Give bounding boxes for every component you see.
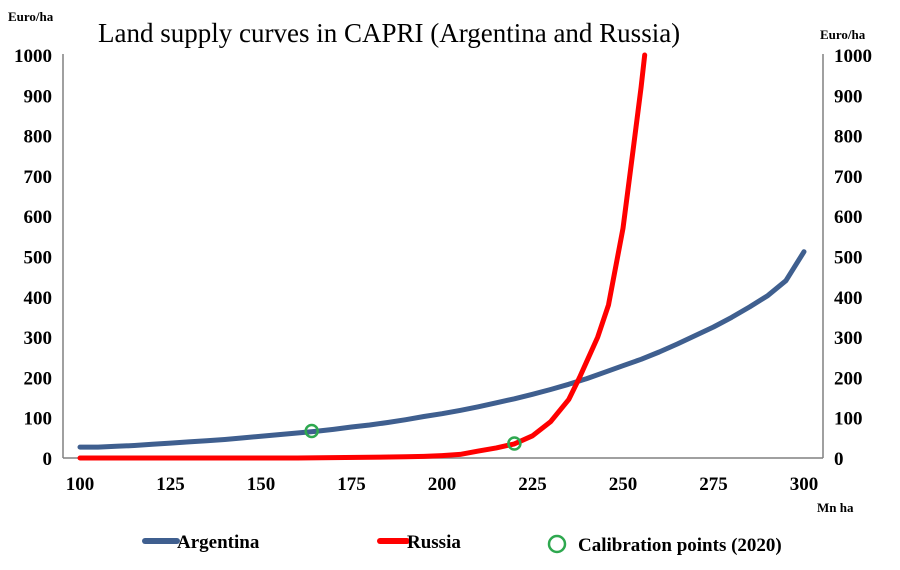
x-tick-250: 250 — [609, 474, 638, 495]
x-tick-labels: 100 125 150 175 200 225 250 275 300 — [66, 474, 819, 495]
y-tick-left-900: 900 — [24, 86, 53, 107]
y-tick-left-300: 300 — [24, 328, 53, 349]
y-tick-left-400: 400 — [24, 288, 53, 309]
legend-label-calibration: Calibration points (2020) — [578, 535, 782, 556]
x-tick-175: 175 — [337, 474, 366, 495]
legend-label-argentina: Argentina — [177, 532, 260, 553]
y-tick-left-500: 500 — [24, 248, 53, 269]
series-line-argentina — [77, 249, 807, 450]
calibration-markers — [304, 423, 522, 451]
x-tick-300: 300 — [790, 474, 819, 495]
y-tick-right-600: 600 — [834, 207, 863, 228]
legend-label-russia: Russia — [407, 532, 461, 553]
y-tick-right-700: 700 — [834, 167, 863, 188]
x-tick-225: 225 — [518, 474, 547, 495]
y-tick-labels-right: 0 100 200 300 400 500 600 700 800 900 1000 — [834, 46, 872, 470]
y-tick-left-1000: 1000 — [14, 46, 52, 67]
y-tick-labels-left: 0 100 200 300 400 500 600 700 800 900 1000 — [14, 46, 52, 470]
calibration-point-1 — [304, 423, 319, 439]
y-tick-right-1000: 1000 — [834, 46, 872, 67]
x-tick-275: 275 — [699, 474, 728, 495]
y-tick-left-0: 0 — [43, 449, 53, 470]
x-tick-150: 150 — [247, 474, 276, 495]
y-tick-right-0: 0 — [834, 449, 844, 470]
x-axis-unit: Mn ha — [817, 500, 854, 515]
x-tick-200: 200 — [428, 474, 457, 495]
x-tick-125: 125 — [156, 474, 185, 495]
chart-title: Land supply curves in CAPRI (Argentina a… — [98, 18, 680, 48]
y-tick-right-300: 300 — [834, 328, 863, 349]
x-tick-100: 100 — [66, 474, 95, 495]
calibration-point-2 — [507, 436, 522, 451]
legend-swatch-calibration — [547, 534, 567, 554]
y-tick-right-500: 500 — [834, 248, 863, 269]
y-tick-left-600: 600 — [24, 207, 53, 228]
y-tick-right-900: 900 — [834, 86, 863, 107]
y-tick-left-100: 100 — [24, 409, 53, 430]
y-tick-left-200: 200 — [24, 368, 53, 389]
y-tick-left-700: 700 — [24, 167, 53, 188]
y-tick-right-100: 100 — [834, 409, 863, 430]
series-lines — [77, 52, 807, 461]
y-axis-unit-right: Euro/ha — [820, 27, 866, 42]
y-tick-left-800: 800 — [24, 127, 53, 148]
y-tick-right-400: 400 — [834, 288, 863, 309]
legend: Argentina Russia Calibration points (202… — [142, 532, 782, 556]
y-tick-right-800: 800 — [834, 127, 863, 148]
series-line-russia — [77, 52, 648, 461]
y-tick-right-200: 200 — [834, 368, 863, 389]
y-axis-unit-left: Euro/ha — [8, 9, 54, 24]
